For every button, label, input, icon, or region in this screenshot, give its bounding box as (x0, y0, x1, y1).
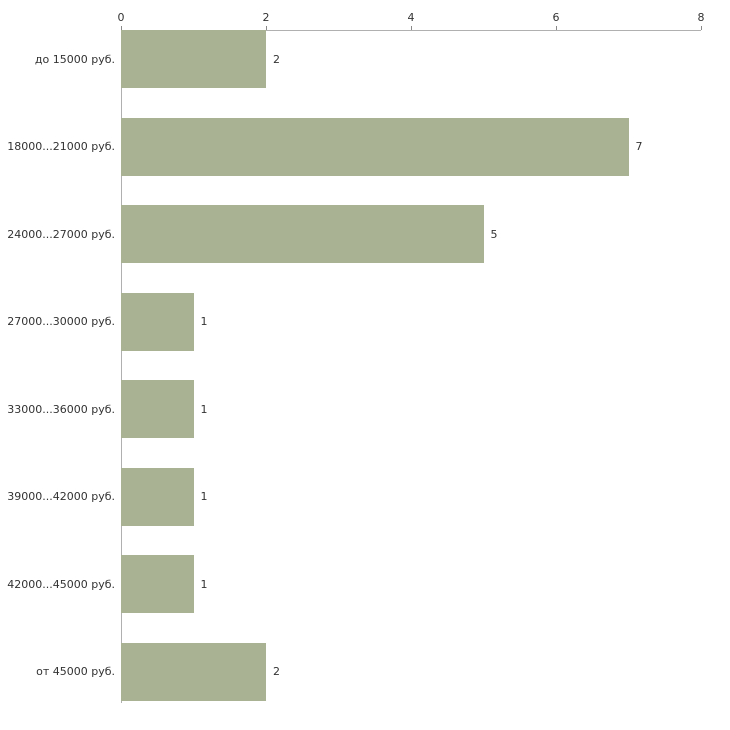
bar-area: 1 (121, 467, 701, 526)
tick-label: 6 (552, 11, 560, 24)
chart-row: 33000...36000 руб. 1 (0, 380, 730, 438)
category-label: от 45000 руб. (36, 665, 115, 678)
bar (121, 555, 194, 613)
bar-area: 2 (121, 30, 701, 88)
category-label: 42000...45000 руб. (7, 577, 115, 591)
bar-area: 2 (121, 642, 701, 701)
value-label: 7 (635, 140, 643, 153)
tick-mark (121, 26, 122, 30)
chart-row: до 15000 руб. 2 (0, 30, 730, 88)
bar (121, 205, 484, 263)
tick-label: 8 (697, 11, 705, 24)
value-label: 1 (200, 315, 208, 328)
x-axis-line (121, 30, 701, 31)
value-label: 1 (200, 577, 208, 591)
value-label: 1 (200, 402, 208, 416)
bar (121, 30, 266, 88)
tick-label: 0 (117, 11, 125, 24)
bar-area: 5 (121, 205, 701, 263)
bar-area: 1 (121, 380, 701, 438)
bar (121, 292, 194, 351)
category-label: 39000...42000 руб. (7, 490, 115, 503)
value-label: 1 (200, 490, 208, 503)
chart-row: 24000...27000 руб. 5 (0, 205, 730, 263)
bar-area: 1 (121, 555, 701, 613)
value-label: 5 (490, 227, 498, 241)
tick-mark (701, 26, 702, 30)
bar-area: 1 (121, 292, 701, 351)
category-label: 18000...21000 руб. (7, 140, 115, 153)
tick-label: 2 (262, 11, 270, 24)
tick-label: 4 (407, 11, 415, 24)
value-label: 2 (273, 665, 280, 678)
tick-mark (266, 26, 267, 30)
bar (121, 380, 194, 438)
chart-row: 27000...30000 руб. 1 (0, 292, 730, 351)
chart-row: 39000...42000 руб. 1 (0, 467, 730, 526)
category-label: 27000...30000 руб. (7, 315, 115, 328)
tick-mark (411, 26, 412, 30)
x-axis-ticks: 0 2 4 6 8 (117, 0, 705, 30)
category-label: 24000...27000 руб. (7, 227, 115, 241)
bar-area: 7 (121, 117, 701, 176)
chart-row: от 45000 руб. 2 (0, 642, 730, 701)
tick-mark (556, 26, 557, 30)
value-label: 2 (273, 52, 280, 66)
rows: до 15000 руб. 2 18000...21000 руб. 7 24000..… (0, 30, 730, 730)
y-axis-line (121, 30, 122, 703)
bar (121, 117, 629, 176)
chart-row: 18000...21000 руб. 7 (0, 117, 730, 176)
category-label: 33000...36000 руб. (7, 402, 115, 416)
chart-row: 42000...45000 руб. 1 (0, 555, 730, 613)
bar (121, 467, 194, 526)
bar (121, 642, 266, 701)
category-label: до 15000 руб. (34, 52, 115, 66)
